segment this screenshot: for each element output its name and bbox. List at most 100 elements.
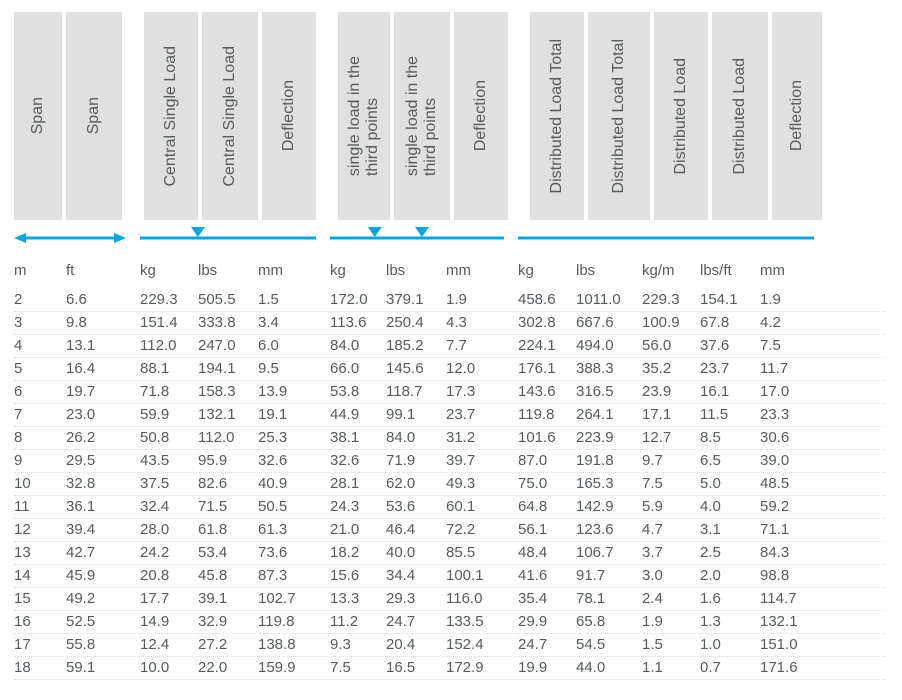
cell: 1011.0	[576, 289, 642, 311]
cell: 43.5	[140, 450, 198, 472]
cell: 28.1	[330, 473, 386, 495]
cell: 302.8	[518, 312, 576, 334]
cell: 6.0	[258, 335, 316, 357]
cell: 143.6	[518, 381, 576, 403]
cell: 34.4	[386, 565, 446, 587]
cell: 458.6	[518, 289, 576, 311]
cell: 87.0	[518, 450, 576, 472]
cell: 64.8	[518, 496, 576, 518]
cell: 4	[14, 335, 66, 357]
cell: 154.1	[700, 289, 760, 311]
column-header: single load in thethird points	[338, 12, 390, 220]
cell: 112.0	[198, 427, 258, 449]
cell: 388.3	[576, 358, 642, 380]
cell: 158.3	[198, 381, 258, 403]
cell: 667.6	[576, 312, 642, 334]
cell: 185.2	[386, 335, 446, 357]
cell: 62.0	[386, 473, 446, 495]
cell: 75.0	[518, 473, 576, 495]
cell: 9.7	[642, 450, 700, 472]
cell: 223.9	[576, 427, 642, 449]
cell: 12	[14, 519, 66, 541]
cell: 98.8	[760, 565, 814, 587]
cell: 71.5	[198, 496, 258, 518]
cell: 61.3	[258, 519, 316, 541]
cell: 40.0	[386, 542, 446, 564]
column-header-label: Distributed Load Total	[610, 31, 628, 201]
cell: 1.9	[642, 611, 700, 633]
cell: 5.0	[700, 473, 760, 495]
table-row: 1239.428.061.861.321.046.472.256.1123.64…	[14, 519, 886, 542]
cell: 15	[14, 588, 66, 610]
cell: 84.3	[760, 542, 814, 564]
cell: 56.1	[518, 519, 576, 541]
cell: 45.9	[66, 565, 126, 587]
cell: 28.0	[140, 519, 198, 541]
cell: 29.5	[66, 450, 126, 472]
cell: 13.9	[258, 381, 316, 403]
cell: 23.3	[760, 404, 814, 426]
cell: 73.6	[258, 542, 316, 564]
cell: 24.2	[140, 542, 198, 564]
cell: 13.1	[66, 335, 126, 357]
cell: 250.4	[386, 312, 446, 334]
cell: 59.2	[760, 496, 814, 518]
cell: 1.5	[642, 634, 700, 656]
cell: 49.3	[446, 473, 504, 495]
unit-label: m	[14, 262, 66, 279]
cell: 16	[14, 611, 66, 633]
table-row: 1652.514.932.9119.811.224.7133.529.965.8…	[14, 611, 886, 634]
cell: 505.5	[198, 289, 258, 311]
cell: 172.9	[446, 657, 504, 679]
cell: 23.9	[642, 381, 700, 403]
column-header: Deflection	[772, 12, 822, 220]
cell: 119.8	[258, 611, 316, 633]
units-row: mftkglbsmmkglbsmmkglbskg/mlbs/ftmm	[14, 262, 886, 279]
cell: 176.1	[518, 358, 576, 380]
cell: 24.7	[518, 634, 576, 656]
table-row: 1342.724.253.473.618.240.085.548.4106.73…	[14, 542, 886, 565]
cell: 11.5	[700, 404, 760, 426]
cell: 3.4	[258, 312, 316, 334]
load-table: SpanSpanCentral Single LoadCentral Singl…	[14, 12, 886, 680]
column-header: Central Single Load	[202, 12, 258, 220]
cell: 23.7	[446, 404, 504, 426]
cell: 132.1	[760, 611, 814, 633]
cell: 3.1	[700, 519, 760, 541]
cell: 14.9	[140, 611, 198, 633]
cell: 10	[14, 473, 66, 495]
cell: 172.0	[330, 289, 386, 311]
cell: 85.5	[446, 542, 504, 564]
cell: 16.5	[386, 657, 446, 679]
cell: 71.1	[760, 519, 814, 541]
cell: 52.5	[66, 611, 126, 633]
cell: 50.5	[258, 496, 316, 518]
cell: 71.8	[140, 381, 198, 403]
cell: 5	[14, 358, 66, 380]
cell: 72.2	[446, 519, 504, 541]
table-row: 619.771.8158.313.953.8118.717.3143.6316.…	[14, 381, 886, 404]
cell: 32.4	[140, 496, 198, 518]
cell: 39.0	[760, 450, 814, 472]
unit-label: kg/m	[642, 262, 700, 279]
cell: 145.6	[386, 358, 446, 380]
cell: 32.6	[258, 450, 316, 472]
cell: 138.8	[258, 634, 316, 656]
group-marker	[140, 226, 316, 244]
column-header: Central Single Load	[144, 12, 198, 220]
column-header-label: single load in thethird points	[404, 48, 440, 184]
cell: 20.4	[386, 634, 446, 656]
cell: 1.9	[760, 289, 814, 311]
table-row: 1032.837.582.640.928.162.049.375.0165.37…	[14, 473, 886, 496]
cell: 25.3	[258, 427, 316, 449]
cell: 123.6	[576, 519, 642, 541]
cell: 20.8	[140, 565, 198, 587]
cell: 19.9	[518, 657, 576, 679]
cell: 264.1	[576, 404, 642, 426]
column-header-label: Central Single Load	[162, 38, 180, 195]
column-header: Span	[14, 12, 62, 220]
table-row: 1136.132.471.550.524.353.660.164.8142.95…	[14, 496, 886, 519]
cell: 8	[14, 427, 66, 449]
cell: 194.1	[198, 358, 258, 380]
cell: 16.1	[700, 381, 760, 403]
